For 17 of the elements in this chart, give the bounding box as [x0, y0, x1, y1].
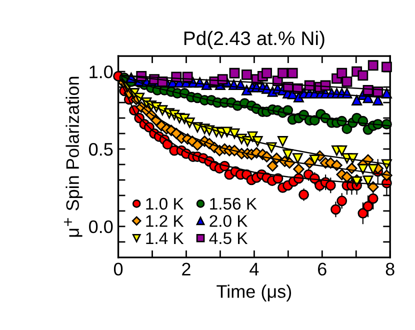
legend-label: 1.2 K [146, 215, 184, 227]
x-tick-label: 8 [386, 262, 394, 276]
legend-label: 2.0 K [210, 215, 248, 227]
legend-label: 1.4 K [146, 232, 184, 244]
legend-label: 1.56 K [210, 198, 257, 210]
x-tick-label: 0 [114, 262, 123, 276]
x-tick-label: 4 [250, 262, 259, 276]
y-tick-label: 0.0 [89, 220, 113, 234]
y-tick-label: 1.0 [90, 66, 113, 78]
legend-label: 4.5 K [209, 232, 248, 244]
chart-title: Pd(2.43 at.% Ni) [184, 30, 324, 50]
x-tick-label: 2 [182, 262, 190, 276]
y-axis-title: μ$^{+}$ Spin Polarization [64, 76, 83, 237]
x-axis-title: Time (μs) [216, 284, 292, 302]
x-tick-label: 6 [318, 262, 326, 276]
legend-label: 1.0 K [146, 198, 184, 210]
y-tick-label: 0.5 [89, 142, 113, 156]
